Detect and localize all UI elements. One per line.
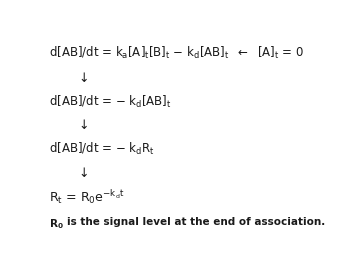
Text: d[AB]/dt = $-$ k$_\mathsf{d}$R$_\mathsf{t}$: d[AB]/dt = $-$ k$_\mathsf{d}$R$_\mathsf{…	[49, 141, 155, 157]
Text: d[AB]/dt = k$_\mathsf{a}$[A]$_\mathsf{t}$[B]$_\mathsf{t}$ $-$ k$_\mathsf{d}$[AB]: d[AB]/dt = k$_\mathsf{a}$[A]$_\mathsf{t}…	[49, 45, 304, 61]
Text: d[AB]/dt = $-$ k$_\mathsf{d}$[AB]$_\mathsf{t}$: d[AB]/dt = $-$ k$_\mathsf{d}$[AB]$_\math…	[49, 94, 172, 110]
Text: R$_\mathbf{0}$: R$_\mathbf{0}$	[49, 217, 64, 231]
Text: R$_\mathsf{t}$ = R$_\mathsf{0}$e$^{-\mathsf{k_d t}}$: R$_\mathsf{t}$ = R$_\mathsf{0}$e$^{-\mat…	[49, 188, 124, 206]
Text: ↓: ↓	[78, 72, 89, 85]
Text: is the signal level at the end of association.: is the signal level at the end of associ…	[67, 217, 325, 227]
Text: ↓: ↓	[78, 167, 89, 180]
Text: ↓: ↓	[78, 119, 89, 132]
